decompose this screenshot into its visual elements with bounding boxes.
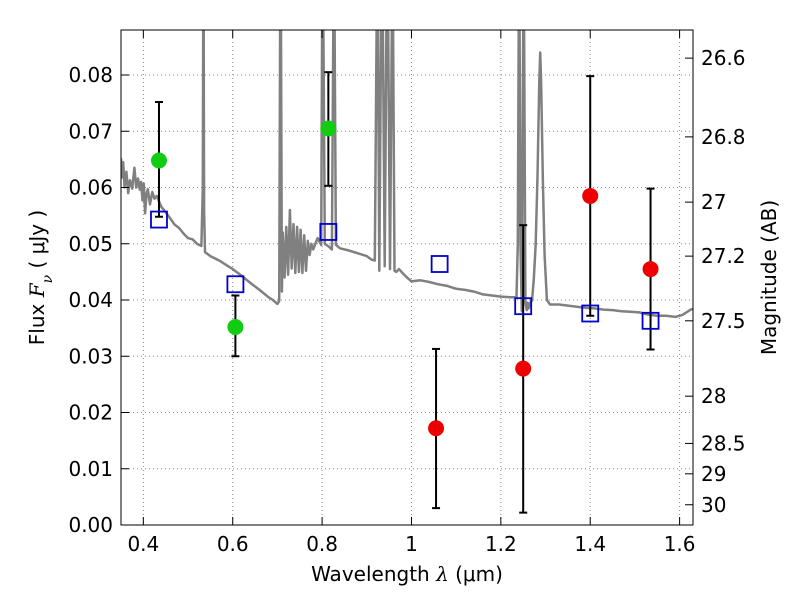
y2-tick-label: 27.2: [701, 244, 746, 268]
y-tick-label: 0.08: [68, 63, 113, 87]
red-point-marker: [428, 420, 445, 437]
y2-tick-label: 26.6: [701, 46, 746, 70]
x-axis: 0.4 0.6 0.8 1 1.2 1.4 1.6: [127, 30, 696, 556]
red-point-marker: [642, 261, 659, 278]
model-square-marker: [226, 275, 245, 294]
red-point-marker: [515, 360, 532, 377]
x-tick-label: 0.4: [127, 532, 159, 556]
y-title-unit: ( μJy ): [25, 210, 49, 275]
y-tick-label: 0.04: [68, 288, 113, 312]
x-tick-label: 1: [405, 532, 418, 556]
x-tick-label: 0.8: [306, 532, 338, 556]
x-tick-label: 1.2: [485, 532, 517, 556]
y-tick-label: 0.06: [68, 176, 113, 200]
y-tick-label: 0.03: [68, 344, 113, 368]
y2-tick-label: 28.5: [701, 431, 746, 455]
y2-tick-label: 27.5: [701, 309, 746, 333]
x-tick-label: 1.6: [664, 532, 696, 556]
x-tick-label: 1.4: [574, 532, 606, 556]
y2-axis: 26.6 26.8 27 27.2 27.5 28 28.5 29 30: [685, 46, 746, 517]
spectrum-line: [121, 30, 693, 319]
model-square-marker: [150, 210, 168, 229]
y2-tick-label: 29: [701, 462, 726, 486]
plot-frame: [120, 29, 694, 526]
y2-tick-label: 27: [701, 190, 726, 214]
x-title-prefix: Wavelength: [311, 562, 436, 586]
y-tick-label: 0.05: [68, 232, 113, 256]
y-tick-label: 0.02: [68, 401, 113, 425]
y-tick-label: 0.00: [68, 513, 113, 537]
model-square-marker: [514, 297, 533, 316]
y-title-prefix: Flux: [25, 297, 49, 345]
y-tick-label: 0.07: [68, 119, 113, 143]
y-title-subscript: ν: [40, 274, 56, 283]
model-square-marker: [581, 304, 600, 323]
y2-tick-label: 28: [701, 384, 726, 408]
red-point-marker: [582, 187, 599, 204]
y2-tick-label: 26.8: [701, 125, 746, 149]
y2-tick-label: 30: [701, 493, 726, 517]
green-point-marker: [320, 120, 337, 137]
green-point-marker: [150, 152, 167, 169]
y-tick-label: 0.01: [68, 457, 113, 481]
x-tick-label: 0.6: [217, 532, 249, 556]
x-title-unit: (μm): [449, 562, 503, 586]
model-square-marker: [641, 311, 660, 330]
y2-axis-title: Magnitude (AB): [757, 200, 781, 355]
y-axis: 0.00 0.01 0.02 0.03 0.04 0.05 0.06 0.07 0.08: [68, 63, 129, 537]
x-axis-title: Wavelength λ (μm): [311, 562, 503, 586]
y-title-symbol: F: [25, 282, 49, 298]
model-square-marker: [430, 255, 449, 273]
marker-layer: [150, 120, 660, 437]
green-point-marker: [227, 319, 244, 335]
y-axis-title: Flux Fν ( μJy ): [25, 210, 56, 345]
model-spectrum: [121, 30, 693, 319]
x-title-symbol: λ: [435, 562, 449, 586]
model-square-marker: [319, 223, 338, 241]
